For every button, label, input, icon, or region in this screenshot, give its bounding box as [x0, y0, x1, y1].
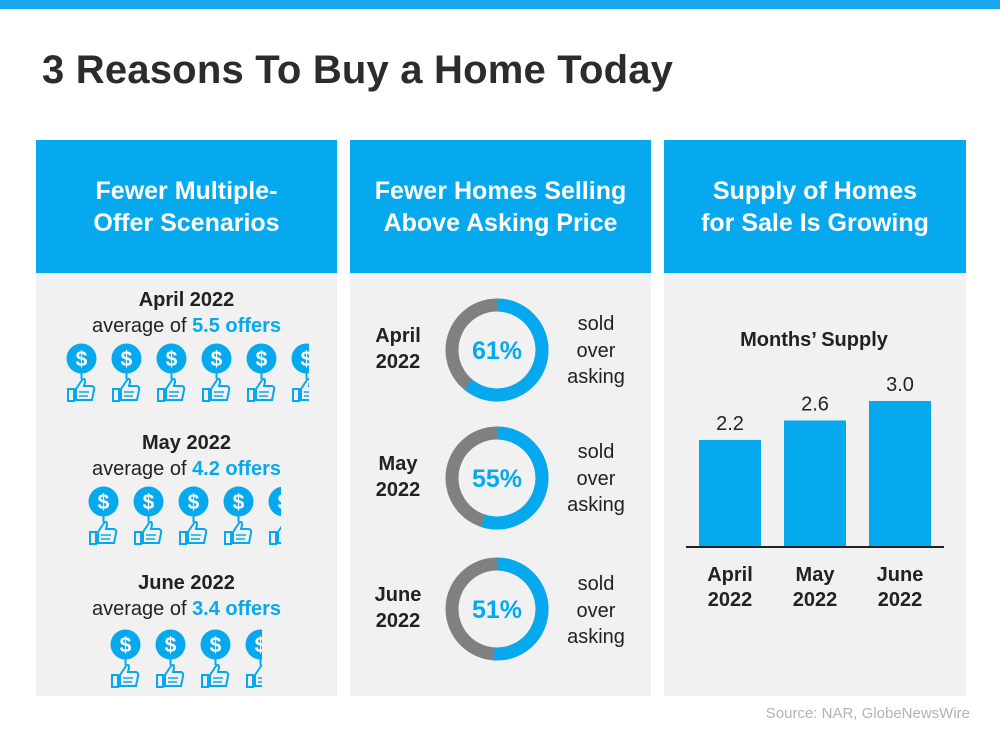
panel-header-text: Fewer Multiple- Offer Scenarios — [93, 176, 280, 237]
dollar-thumbs-up-icon: $ — [200, 629, 231, 688]
dollar-thumbs-up-icon: $ — [246, 343, 277, 402]
offer-block-april: April 2022 average of 5.5 offers — [36, 287, 337, 339]
offer-value: 5.5 offers — [192, 315, 281, 337]
svg-text:$: $ — [301, 348, 309, 371]
panel-multiple-offers: Fewer Multiple- Offer Scenarios April 20… — [36, 140, 337, 696]
dollar-thumbs-up-icon: $ — [133, 486, 164, 545]
svg-text:$: $ — [166, 348, 178, 371]
x-tick-label: 2022 — [793, 589, 838, 611]
offer-block-june: June 2022 average of 3.4 offers — [36, 570, 337, 622]
offer-value: 4.2 offers — [192, 458, 281, 480]
panel-above-asking: Fewer Homes Selling Above Asking Price A… — [350, 140, 651, 696]
dollar-thumbs-up-icon: $ — [291, 343, 309, 402]
offer-block-may: May 2022 average of 4.2 offers — [36, 430, 337, 482]
panel-header-text: Fewer Homes Selling Above Asking Price — [374, 176, 627, 237]
dollar-thumbs-up-icon: $ — [268, 486, 281, 545]
offer-value: 3.4 offers — [192, 598, 281, 620]
donut-caption: sold over asking — [567, 441, 625, 516]
svg-text:$: $ — [76, 348, 88, 371]
donut-percent: 51% — [472, 596, 522, 624]
donut-chart: 51% — [445, 557, 549, 661]
svg-text:$: $ — [210, 634, 222, 657]
donut-arc — [464, 298, 549, 402]
svg-text:$: $ — [233, 491, 245, 514]
donut-row-april: April 2022 61% sold over asking — [350, 295, 651, 405]
donut-row-may: May 2022 55% sold over asking — [350, 423, 651, 533]
svg-text:$: $ — [98, 491, 110, 514]
dollar-thumbs-up-icon: $ — [66, 343, 97, 402]
svg-text:$: $ — [278, 491, 281, 514]
chart-title: Months’ Supply — [740, 329, 889, 351]
months-supply-chart: Months’ Supply 2.2 April 2022 2.6 May 2022 3.0… — [686, 329, 944, 611]
panel-header: Supply of Homes for Sale Is Growing — [664, 140, 966, 273]
offer-text: average of 4.2 offers — [36, 456, 337, 482]
x-tick-label: 2022 — [708, 589, 753, 611]
dollar-thumbs-up-icon: $ — [156, 343, 187, 402]
offer-icon-row: $ $ $ $ $ $ — [66, 343, 309, 403]
top-accent-bar — [0, 0, 1000, 9]
donut-period: April 2022 — [375, 325, 421, 373]
offer-prefix: average of — [91, 598, 193, 620]
offer-prefix: average of — [91, 315, 193, 337]
offer-text: average of 5.5 offers — [36, 313, 337, 339]
x-tick-label: April — [707, 564, 753, 586]
offer-period: April 2022 — [138, 289, 235, 311]
donut-chart: 61% — [445, 298, 549, 402]
donut-caption: sold over asking — [567, 573, 625, 648]
offer-text: average of 3.4 offers — [36, 596, 337, 622]
dollar-thumbs-up-icon: $ — [178, 486, 209, 545]
donut-percent: 61% — [472, 337, 522, 365]
dollar-thumbs-up-icon: $ — [88, 486, 119, 545]
page-title: 3 Reasons To Buy a Home Today — [42, 48, 674, 92]
x-tick-label: 2022 — [878, 589, 923, 611]
dollar-thumbs-up-icon: $ — [223, 486, 254, 545]
dollar-thumbs-up-icon: $ — [110, 629, 141, 688]
bar-value-label: 2.2 — [716, 413, 744, 435]
bar-value-label: 2.6 — [801, 393, 829, 415]
offer-prefix: average of — [91, 458, 193, 480]
offer-period: June 2022 — [138, 572, 235, 594]
panel-header-text: Supply of Homes for Sale Is Growing — [701, 176, 929, 237]
donut-percent: 55% — [472, 465, 522, 493]
offer-period: May 2022 — [142, 432, 231, 454]
offer-icon-row: $ $ $ $ — [110, 629, 262, 689]
svg-text:$: $ — [188, 491, 200, 514]
svg-text:$: $ — [256, 348, 268, 371]
svg-text:$: $ — [255, 634, 262, 657]
bar — [869, 401, 931, 547]
donut-caption: sold over asking — [567, 313, 625, 388]
bar — [699, 439, 761, 547]
dollar-thumbs-up-icon: $ — [111, 343, 142, 402]
donut-row-june: June 2022 51% sold over asking — [350, 554, 651, 664]
svg-text:$: $ — [165, 634, 177, 657]
donut-period: May 2022 — [375, 453, 421, 501]
panel-supply: Supply of Homes for Sale Is Growing Mont… — [664, 140, 966, 696]
bar — [784, 420, 846, 547]
panel-header: Fewer Homes Selling Above Asking Price — [350, 140, 651, 273]
donut-chart: 55% — [445, 426, 549, 530]
offer-icon-row: $ $ $ $ $ — [88, 486, 281, 546]
donut-period: June 2022 — [374, 584, 422, 632]
donut-arc — [493, 557, 549, 661]
dollar-thumbs-up-icon: $ — [201, 343, 232, 402]
panel-header: Fewer Multiple- Offer Scenarios — [36, 140, 337, 273]
svg-text:$: $ — [121, 348, 133, 371]
dollar-thumbs-up-icon: $ — [155, 629, 186, 688]
svg-text:$: $ — [211, 348, 223, 371]
svg-text:$: $ — [120, 634, 132, 657]
source-note: Source: NAR, GlobeNewsWire — [765, 705, 970, 722]
bar-value-label: 3.0 — [886, 374, 914, 396]
svg-text:$: $ — [143, 491, 155, 514]
x-tick-label: May — [796, 564, 836, 586]
x-tick-label: June — [877, 564, 924, 586]
dollar-thumbs-up-icon: $ — [245, 629, 262, 688]
donut-arc — [481, 426, 549, 530]
